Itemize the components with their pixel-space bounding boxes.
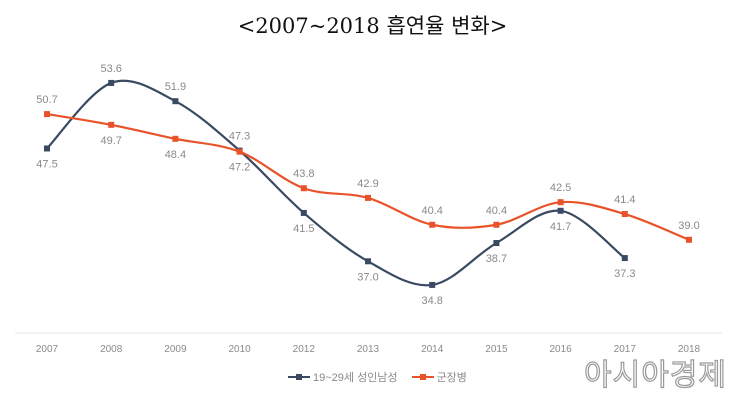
x-tick-label: 2007 (36, 344, 59, 355)
data-label: 47.5 (36, 158, 57, 170)
data-label: 47.3 (229, 131, 250, 143)
x-tick-label: 2015 (485, 344, 508, 355)
x-tick-label: 2016 (549, 344, 572, 355)
legend-label: 19~29세 성인남성 (313, 372, 398, 384)
data-point-marker (621, 255, 628, 262)
data-label: 40.4 (486, 205, 507, 217)
data-point-marker (686, 236, 692, 243)
data-label: 47.2 (229, 162, 250, 174)
data-label: 51.9 (165, 81, 186, 93)
data-label: 37.3 (614, 268, 635, 280)
legend-swatch (411, 374, 434, 380)
x-tick-label: 2008 (100, 344, 123, 355)
legend-item-soldiers: 군장병 (411, 369, 467, 385)
data-point-marker (172, 98, 179, 105)
data-label: 41.7 (550, 221, 571, 233)
data-point-marker (44, 145, 50, 152)
data-point-marker (493, 240, 500, 247)
data-label: 42.5 (550, 182, 571, 194)
data-label: 42.9 (357, 178, 378, 190)
data-point-marker (108, 79, 115, 86)
x-tick-label: 2018 (678, 344, 701, 355)
data-point-marker (557, 207, 564, 214)
data-label: 38.7 (486, 253, 507, 265)
series-line (46, 79, 626, 287)
data-label: 49.7 (100, 135, 121, 147)
data-label: 40.4 (421, 205, 442, 217)
data-label: 43.8 (293, 168, 314, 180)
data-point-marker (493, 221, 500, 228)
chart-title: <2007~2018 흡연율 변화> (237, 14, 508, 38)
data-point-marker (621, 211, 628, 218)
x-tick-label: 2017 (614, 344, 637, 355)
legend-swatch (288, 374, 310, 380)
data-point-marker (300, 209, 307, 216)
x-tick-label: 2012 (293, 344, 316, 355)
x-tick-label: 2009 (164, 344, 187, 355)
data-label: 37.0 (357, 271, 378, 283)
data-point-marker (557, 199, 564, 206)
data-label: 41.5 (293, 223, 314, 235)
data-point-marker (429, 221, 436, 228)
data-label: 53.6 (100, 63, 121, 75)
data-point-marker (365, 194, 371, 201)
legend-item-adult-men: 19~29세 성인남성 (288, 369, 398, 385)
data-point-marker (300, 185, 307, 192)
data-point-marker (108, 121, 115, 128)
data-label: 48.4 (165, 149, 186, 161)
data-point-marker (44, 111, 50, 118)
watermark-logo: 아시아경제 (583, 357, 727, 393)
data-label: 34.8 (421, 295, 442, 307)
legend: 19~29세 성인남성 군장병 (288, 369, 467, 385)
x-tick-label: 2010 (228, 344, 251, 355)
legend-label: 군장병 (436, 372, 467, 384)
data-point-marker (172, 135, 179, 142)
data-point-marker (236, 148, 243, 155)
x-tick-label: 2013 (357, 344, 380, 355)
data-label: 50.7 (36, 94, 57, 106)
data-point-marker (365, 258, 371, 265)
x-tick-label: 2014 (421, 344, 444, 355)
data-label: 39.0 (678, 220, 699, 232)
data-label: 41.4 (614, 194, 635, 206)
data-point-marker (429, 281, 436, 288)
